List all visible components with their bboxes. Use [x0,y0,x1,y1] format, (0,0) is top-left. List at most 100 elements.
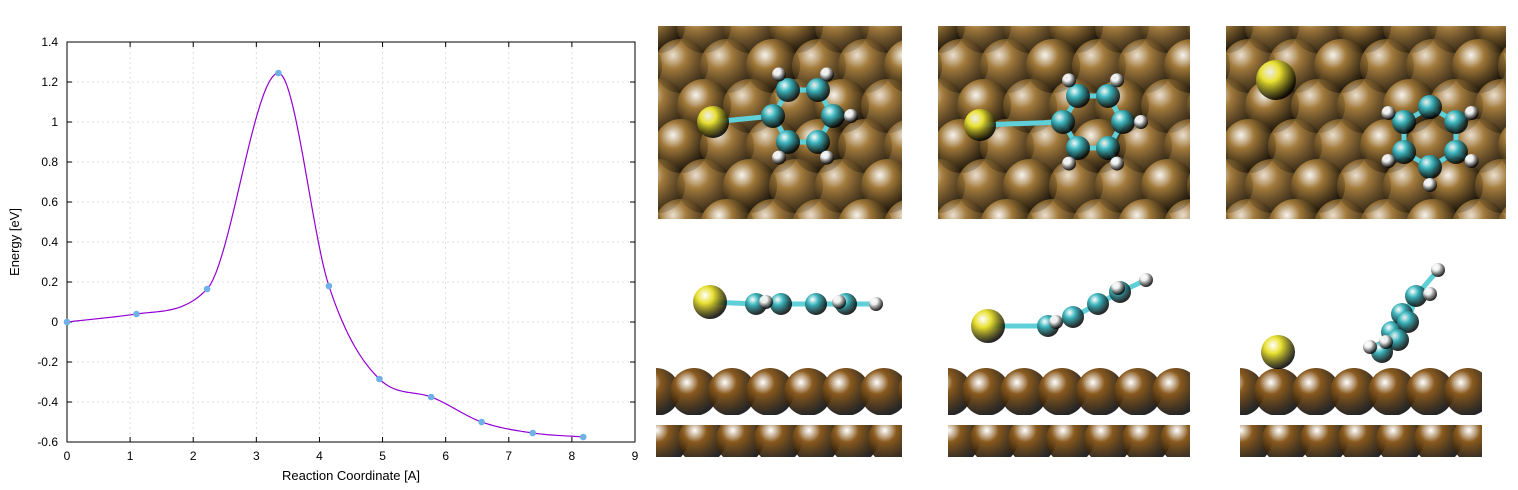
copper-atom [1498,46,1506,86]
hydrogen-atom [820,150,834,165]
copper-atom [708,368,756,416]
hydrogen-atom [1111,281,1125,295]
hydrogen-atom [1134,115,1148,129]
carbon-atom [806,129,830,154]
hydrogen-atom [1431,263,1445,277]
sulfur-atom [1261,335,1295,369]
copper-atom [1072,199,1126,219]
copper-atom [1141,79,1190,133]
carbon-atom [1066,84,1090,109]
layer-gap [1240,415,1482,425]
copper-atom [838,199,892,219]
hydrogen-atom [1381,154,1396,168]
copper-atom [1026,199,1080,219]
copper-atom [746,368,794,416]
copper-atom [1360,199,1414,219]
copper-atom [1268,119,1322,173]
data-point [133,310,140,318]
copper-atom [1268,199,1322,219]
copper-atom [980,39,1034,93]
copper-atom [1003,79,1057,133]
copper-atom [957,159,1011,213]
copper-atom [1254,368,1302,416]
copper-atom [938,199,988,219]
y-axis-ticks: -0.6 -0.4 -0.2 0 0.2 0.4 0.6 0.8 1 1.2 1.4 [37,35,635,449]
copper-atom [723,159,777,213]
carbon-atom [1392,140,1417,164]
hydrogen-atom [1139,273,1153,287]
copper-atom [1368,368,1416,416]
copper-atom [830,416,878,457]
copper-atom [700,199,754,219]
carbon-atom [1418,155,1442,179]
copper-atom [1226,199,1276,219]
copper-atom [1498,206,1506,219]
sulfur-atom [693,285,727,319]
copper-atom [1118,39,1172,93]
hydrogen-atom [772,67,786,82]
carbon-atom [1051,110,1075,134]
hydrogen-atom [844,109,858,123]
copper-atom [1292,368,1340,416]
y-tick-label: -0.2 [37,355,58,369]
data-points [63,69,587,441]
copper-atom [1245,159,1299,213]
copper-atom [970,416,1018,457]
copper-atom [754,416,802,457]
y-tick-label: 0 [51,315,58,329]
sulfur-atom [971,309,1005,343]
carbon-atom [1096,135,1120,160]
y-axis-label: Energy [eV] [7,208,22,276]
copper-atom [1314,119,1368,173]
copper-atom [861,159,902,213]
carbon-atom [806,78,830,103]
copper-atom [769,159,823,213]
y-tick-label: -0.4 [37,395,58,409]
data-point [325,282,333,290]
copper-atom [838,39,892,93]
copper-atom [1046,416,1094,457]
copper-atom [1152,368,1190,416]
copper-atom [1406,368,1454,416]
copper-atom [884,200,902,219]
copper-atom [792,39,846,93]
layer-gap [948,415,1190,425]
sulfur-atom [1256,60,1296,100]
copper-atom [1076,368,1124,416]
hydrogen-atom [759,295,773,309]
copper-atom [1187,173,1190,199]
copper-atom [700,39,754,93]
carbon-atom [1443,110,1468,134]
y-tick-label: 1 [51,115,58,129]
carbon-atom [1387,329,1409,351]
copper-atom [1118,119,1172,173]
hydrogen-atom [1464,106,1479,120]
data-point [579,433,587,441]
copper-atom [1084,416,1132,457]
hydrogen-atom [869,297,883,311]
carbon-atom [1405,285,1427,307]
copper-atom [898,378,902,406]
hydrogen-atom [1423,287,1437,301]
carbon-atom [1096,84,1120,109]
copper-atom [938,39,988,93]
hydrogen-atom [1464,154,1479,168]
copper-atom [822,368,870,416]
copper-atom [1406,199,1460,219]
copper-atom [746,199,800,219]
x-axis-label: Reaction Coordinate [A] [282,468,420,483]
x-tick-label: 5 [379,449,386,463]
snapshot-top-view-transition [938,26,1190,219]
hydrogen-atom [1423,178,1437,192]
carbon-atom [1087,293,1109,315]
copper-atom [1429,159,1483,213]
copper-atom [1498,126,1506,166]
snapshot-side-view-initial [656,262,902,457]
x-tick-label: 2 [190,449,197,463]
copper-atom [1376,416,1424,457]
copper-atom [784,368,832,416]
copper-atom [1414,416,1462,457]
hydrogen-atom [1110,156,1124,171]
sulfur-atom [697,106,729,138]
copper-atom [884,120,902,172]
